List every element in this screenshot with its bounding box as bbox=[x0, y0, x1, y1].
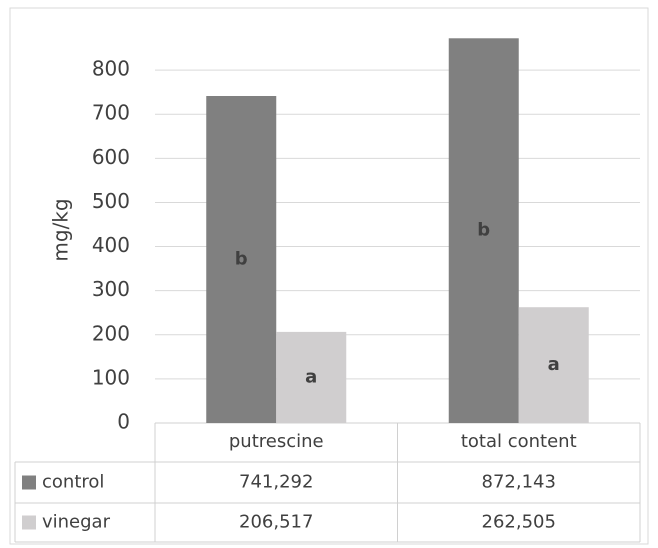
x-tick-label: total content bbox=[461, 431, 577, 452]
y-tick-label: 0 bbox=[117, 410, 130, 434]
legend-label: control bbox=[42, 472, 104, 493]
bar-letter: a bbox=[548, 354, 560, 375]
bar bbox=[206, 96, 277, 423]
bar bbox=[276, 331, 347, 423]
y-axis-title: mg/kg bbox=[49, 198, 73, 261]
chart-border bbox=[9, 7, 649, 545]
y-tick-label: 800 bbox=[92, 57, 130, 81]
y-tick-label: 200 bbox=[92, 321, 130, 345]
legend-label: vinegar bbox=[42, 512, 111, 533]
legend-swatch bbox=[22, 515, 36, 530]
table-cell: 206,517 bbox=[239, 512, 313, 533]
bar-letter: b bbox=[477, 220, 490, 241]
table-cell: 741,292 bbox=[239, 472, 313, 493]
y-tick-label: 100 bbox=[92, 365, 130, 389]
y-tick-label: 700 bbox=[92, 101, 130, 125]
y-tick-label: 600 bbox=[92, 145, 130, 169]
table-cell: 872,143 bbox=[482, 472, 556, 493]
bar bbox=[518, 307, 589, 423]
bar-letter: b bbox=[235, 249, 248, 270]
bar bbox=[448, 38, 519, 424]
x-tick-label: putrescine bbox=[229, 431, 324, 452]
y-tick-label: 400 bbox=[92, 233, 130, 257]
table-cell: 262,505 bbox=[482, 512, 556, 533]
legend-swatch bbox=[22, 475, 36, 490]
y-tick-label: 300 bbox=[92, 277, 130, 301]
y-tick-label: 500 bbox=[92, 189, 130, 213]
bar-letter: a bbox=[305, 366, 317, 387]
